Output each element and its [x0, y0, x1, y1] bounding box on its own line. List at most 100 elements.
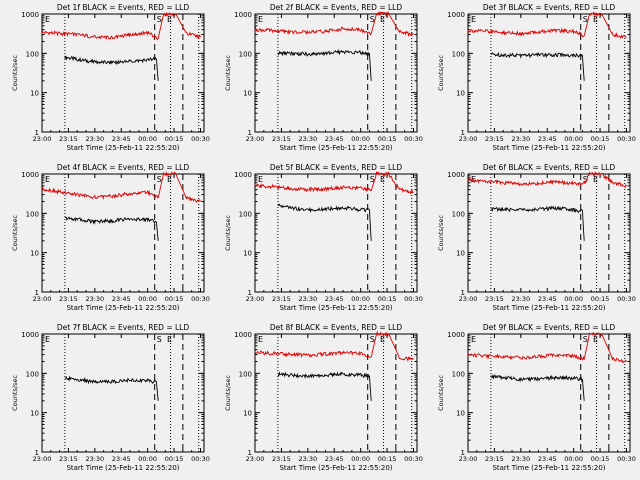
x-axis-label: Start Time (25-Feb-11 22:55:20) [279, 464, 392, 472]
x-tick-label: 00:00 [351, 455, 370, 463]
y-tick-label: 1000 [447, 171, 465, 179]
y-axis-label: Counts/sec [224, 215, 232, 251]
panel-det-5: Det 5f BLACK = Events, RED = LLD 1 10 100 10… [224, 163, 423, 312]
panel-det-1: Det 1f BLACK = Events, RED = LLD 1 10 100 10… [11, 3, 210, 152]
y-axis-label: Counts/sec [11, 215, 19, 251]
x-tick-label: 23:15 [59, 295, 78, 303]
series-line-lld [467, 332, 627, 364]
y-tick-label: 10 [456, 250, 465, 258]
x-tick-label: 00:30 [191, 135, 210, 143]
x-tick-label: 23:15 [59, 455, 78, 463]
x-tick-label: 00:00 [564, 135, 583, 143]
y-tick-label: 1000 [21, 171, 39, 179]
x-tick-label: 00:15 [591, 135, 610, 143]
y-axis-label: Counts/sec [11, 375, 19, 411]
x-tick-label: 23:30 [298, 455, 317, 463]
y-tick-label: 10 [30, 410, 39, 418]
y-tick-label: 100 [26, 50, 39, 58]
y-tick-label: 1 [461, 289, 465, 297]
event-marker-label: E [167, 15, 172, 24]
x-tick-label: 00:30 [404, 295, 423, 303]
y-tick-label: 1 [248, 289, 252, 297]
panel-det-8: Det 8f BLACK = Events, RED = LLD 1 10 100 10… [224, 323, 423, 472]
y-tick-label: 1 [35, 289, 39, 297]
event-marker-label: S [157, 335, 162, 344]
event-marker-label: E [593, 175, 598, 184]
x-tick-label: 00:00 [564, 295, 583, 303]
y-tick-label: 100 [452, 210, 465, 218]
y-tick-label: 1000 [21, 11, 39, 19]
y-tick-label: 1000 [447, 331, 465, 339]
event-marker-label: S [583, 15, 588, 24]
y-tick-label: 100 [239, 370, 252, 378]
y-tick-label: 10 [30, 90, 39, 98]
x-tick-label: 00:30 [617, 135, 636, 143]
event-marker-label: E [167, 175, 172, 184]
x-tick-label: 00:15 [378, 135, 397, 143]
y-axis-label: Counts/sec [224, 375, 232, 411]
panel-det-3: Det 3f BLACK = Events, RED = LLD 1 10 100 10… [437, 3, 636, 152]
event-marker-label: S [583, 335, 588, 344]
series-line-lld [254, 330, 414, 362]
event-marker-label: E [471, 15, 476, 24]
event-marker-label: S [370, 15, 375, 24]
x-tick-label: 00:00 [351, 295, 370, 303]
series-line-events [64, 216, 159, 241]
event-marker-label: E [380, 335, 385, 344]
y-tick-label: 1000 [447, 11, 465, 19]
x-tick-label: 23:00 [33, 135, 52, 143]
x-tick-label: 00:30 [404, 455, 423, 463]
y-axis-label: Counts/sec [11, 55, 19, 91]
x-tick-label: 00:30 [617, 295, 636, 303]
panel-title: Det 5f BLACK = Events, RED = LLD [270, 163, 403, 172]
x-tick-label: 23:30 [511, 295, 530, 303]
y-tick-label: 10 [243, 90, 252, 98]
series-line-events [490, 205, 585, 241]
x-tick-label: 00:00 [351, 135, 370, 143]
series-line-events [490, 51, 585, 81]
x-tick-label: 00:30 [404, 135, 423, 143]
panel-title: Det 8f BLACK = Events, RED = LLD [270, 323, 403, 332]
x-axis-label: Start Time (25-Feb-11 22:55:20) [492, 464, 605, 472]
event-marker-label: E [471, 335, 476, 344]
panel-title: Det 4f BLACK = Events, RED = LLD [57, 163, 190, 172]
plot-frame [254, 13, 418, 133]
plot-frame [41, 13, 205, 133]
y-axis-label: Counts/sec [437, 55, 445, 91]
panel-det-2: Det 2f BLACK = Events, RED = LLD 1 10 100 10… [224, 3, 423, 152]
x-tick-label: 23:30 [85, 455, 104, 463]
x-tick-label: 23:00 [246, 295, 265, 303]
x-tick-label: 23:00 [33, 455, 52, 463]
y-tick-label: 1 [461, 449, 465, 457]
series-line-events [64, 375, 159, 401]
x-tick-label: 23:30 [298, 295, 317, 303]
x-tick-label: 23:15 [485, 455, 504, 463]
event-marker-label: S [370, 335, 375, 344]
x-tick-label: 23:00 [33, 295, 52, 303]
series-line-lld [41, 11, 201, 41]
x-tick-label: 23:00 [459, 295, 478, 303]
series-line-lld [254, 171, 414, 195]
event-marker-label: E [45, 175, 50, 184]
y-tick-label: 100 [26, 210, 39, 218]
plot-frame [467, 333, 631, 453]
x-axis-label: Start Time (25-Feb-11 22:55:20) [492, 304, 605, 312]
x-tick-label: 23:45 [538, 455, 557, 463]
series-line-lld [254, 10, 414, 37]
y-axis-label: Counts/sec [437, 215, 445, 251]
plot-frame [41, 173, 205, 293]
panel-det-6: Det 6f BLACK = Events, RED = LLD 1 10 100 10… [437, 163, 636, 312]
x-tick-label: 00:15 [165, 135, 184, 143]
event-marker-label: S [370, 175, 375, 184]
x-axis-label: Start Time (25-Feb-11 22:55:20) [279, 144, 392, 152]
x-tick-label: 23:30 [511, 455, 530, 463]
event-marker-label: E [258, 335, 263, 344]
y-tick-label: 100 [26, 370, 39, 378]
panel-title: Det 3f BLACK = Events, RED = LLD [483, 3, 616, 12]
x-tick-label: 23:15 [272, 455, 291, 463]
x-tick-label: 23:30 [85, 135, 104, 143]
y-tick-label: 1000 [234, 331, 252, 339]
x-tick-label: 00:30 [617, 455, 636, 463]
x-axis-label: Start Time (25-Feb-11 22:55:20) [66, 464, 179, 472]
